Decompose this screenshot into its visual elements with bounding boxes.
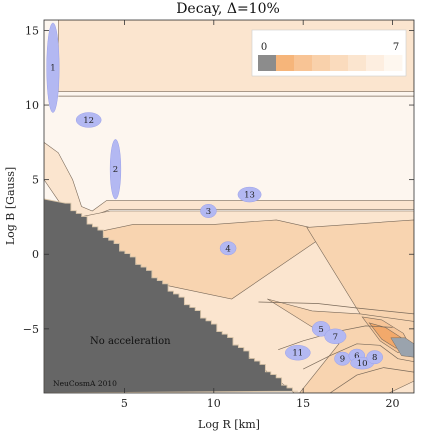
- source-marker-shape: [75, 112, 102, 128]
- source-marker-label: 7: [333, 332, 338, 342]
- source-marker-shape: [311, 321, 331, 337]
- source-marker-3: 3: [200, 204, 217, 218]
- x-tick-label: 10: [207, 397, 221, 410]
- source-marker-label: 12: [83, 116, 94, 126]
- no-acceleration-region: [44, 198, 298, 393]
- source-marker-7: 7: [324, 328, 347, 345]
- source-marker-shape: [46, 22, 60, 113]
- legend-swatch: [348, 55, 367, 71]
- source-marker-9: 9: [334, 351, 351, 366]
- source-marker-11: 11: [285, 345, 311, 361]
- source-marker-shape: [324, 328, 347, 345]
- source-marker-13: 13: [237, 186, 262, 203]
- source-marker-5: 5: [311, 321, 331, 337]
- x-tick-label: 5: [121, 397, 128, 410]
- legend-swatch: [276, 55, 295, 71]
- legend-color-bar: [258, 55, 403, 71]
- source-marker-label: 3: [206, 207, 211, 217]
- y-tick-label: 10: [25, 99, 39, 112]
- y-tick-label: 0: [32, 248, 39, 261]
- source-marker-2: 2: [109, 139, 122, 200]
- no-acceleration-label: No acceleration: [90, 336, 171, 347]
- x-tick-label: 15: [296, 397, 310, 410]
- source-marker-8: 8: [366, 350, 383, 365]
- legend-swatch: [294, 55, 313, 71]
- plot-frame: [43, 19, 415, 394]
- source-marker-label: 11: [292, 349, 303, 359]
- chart-title: Decay, Δ=10%: [176, 1, 280, 17]
- legend-swatch: [312, 55, 331, 71]
- source-marker-shape: [285, 345, 311, 361]
- source-marker-label: 10: [357, 359, 368, 369]
- source-marker-label: 4: [225, 244, 230, 254]
- source-marker-label: 9: [340, 355, 345, 365]
- source-marker-4: 4: [219, 241, 237, 256]
- x-axis-label: Log R [km]: [198, 418, 260, 431]
- contour-line: [329, 367, 414, 393]
- legend-min-label: 0: [261, 42, 267, 53]
- y-tick-label: −5: [23, 323, 39, 336]
- contour-band-right: [306, 219, 414, 345]
- source-marker-label: 1: [50, 64, 55, 74]
- legend-max-label: 7: [393, 42, 399, 53]
- x-tick-label: 20: [386, 397, 400, 410]
- contour-line: [258, 301, 414, 315]
- source-marker-label: 6: [354, 352, 359, 362]
- legend-swatch: [366, 55, 385, 71]
- source-marker-shape: [219, 241, 237, 256]
- source-marker-shape: [237, 186, 262, 203]
- legend-swatch: [258, 55, 277, 71]
- legend-swatch: [330, 55, 349, 71]
- credit-label: NeuCosmA 2010: [53, 379, 117, 388]
- contour-band-right-grey: [390, 337, 414, 358]
- x-axis-ticks: 5 10 15 20: [121, 20, 400, 410]
- source-marker-1: 1: [46, 22, 60, 113]
- source-marker-shape: [366, 350, 383, 365]
- y-tick-label: 5: [32, 174, 39, 187]
- legend-swatch: [384, 55, 403, 71]
- y-axis-label: Log B [Gauss]: [4, 167, 17, 245]
- source-marker-label: 8: [372, 353, 377, 363]
- contour-line: [303, 343, 414, 370]
- y-tick-label: 15: [25, 24, 39, 37]
- source-markers: 1 12 2 13 3 4 57 11 9 610 8: [46, 22, 383, 370]
- source-marker-shape: [200, 204, 217, 218]
- source-marker-shape: [109, 139, 122, 200]
- source-marker-label: 2: [113, 165, 118, 175]
- source-marker-12: 12: [75, 112, 102, 128]
- source-marker-label: 13: [244, 191, 255, 201]
- legend: 0 7: [251, 29, 407, 77]
- source-marker-label: 5: [318, 325, 323, 335]
